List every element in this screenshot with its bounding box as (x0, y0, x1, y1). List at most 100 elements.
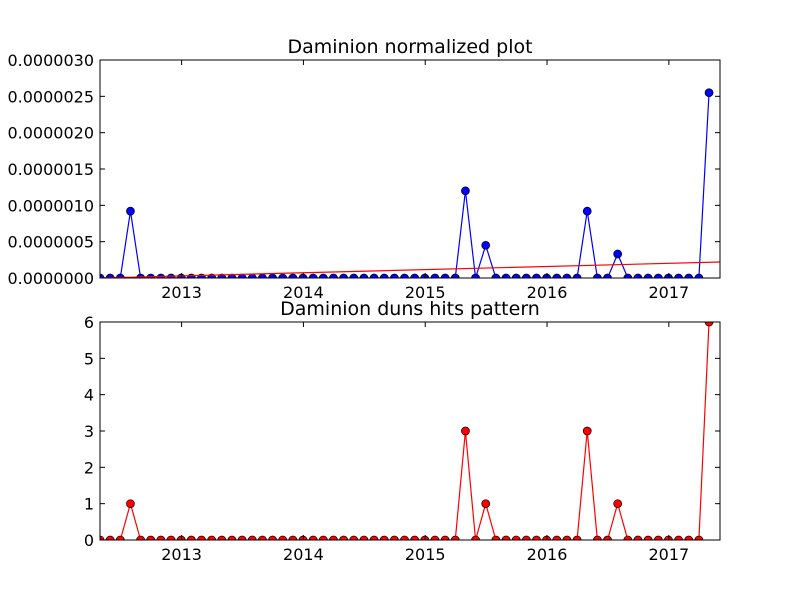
data-point (430, 273, 440, 278)
data-point (603, 535, 612, 540)
data-point (349, 273, 359, 278)
data-point (450, 273, 460, 278)
data-point (329, 535, 338, 540)
data-point (633, 535, 643, 540)
data-point (410, 273, 420, 278)
data-point (511, 535, 521, 540)
data-point (653, 535, 663, 540)
subplot-1: Daminion normalized plot 2013 2014 2015 2016… (7, 36, 721, 302)
data-point (481, 499, 491, 509)
data-point (390, 273, 399, 278)
data-point (237, 535, 247, 540)
y-tick-label: 0.0000030 (7, 51, 94, 70)
data-point (653, 273, 663, 278)
data-point (369, 273, 379, 278)
data-point (623, 273, 633, 278)
data-point (613, 249, 623, 259)
data-point (126, 206, 135, 216)
data-point (593, 535, 602, 540)
data-point (684, 273, 694, 278)
data-point (461, 426, 470, 436)
data-point (440, 535, 450, 540)
data-point (582, 426, 592, 436)
data-point (440, 273, 450, 278)
data-point (166, 535, 176, 540)
data-point (339, 535, 348, 540)
data-point (572, 273, 582, 278)
data-point (390, 535, 399, 540)
x-tick-label: 2014 (283, 283, 324, 302)
data-point (633, 273, 643, 278)
data-point (105, 273, 115, 278)
y-tick-label: 0 (84, 531, 94, 550)
data-point (268, 535, 277, 540)
data-point (197, 535, 206, 540)
data-point (704, 322, 714, 327)
subplot-2: Daminion duns hits pattern 2013 2014 2015 2 0… (84, 298, 721, 564)
data-point (521, 273, 531, 278)
data-point (694, 535, 704, 540)
data-point (552, 535, 562, 540)
data-point (100, 273, 105, 278)
data-point (643, 535, 653, 540)
data-point (329, 273, 338, 278)
data-point (461, 186, 470, 196)
data-point (471, 273, 480, 278)
data-point (400, 273, 409, 278)
data-point (146, 535, 156, 540)
data-point (359, 535, 369, 540)
data-point (278, 535, 288, 540)
data-point (100, 535, 105, 540)
data-point (501, 535, 511, 540)
data-point (115, 535, 125, 540)
x-tick-label: 2017 (648, 283, 689, 302)
y-tick-label: 0.0000015 (7, 160, 94, 179)
data-point (430, 535, 440, 540)
data-point (562, 273, 572, 278)
data-point (318, 535, 328, 540)
y-tick-label: 2 (84, 458, 94, 477)
y-tick-label: 6 (84, 313, 94, 332)
data-point (491, 535, 501, 540)
chart-title: Daminion duns hits pattern (280, 298, 540, 320)
data-point (258, 535, 267, 540)
y-tick-label: 0.0000020 (7, 124, 94, 143)
x-tick-label: 2014 (283, 545, 324, 564)
trend-line (100, 261, 720, 278)
x-tick-label: 2015 (405, 545, 446, 564)
data-point (501, 273, 511, 278)
data-point (136, 535, 145, 540)
data-point (156, 535, 166, 540)
data-point (552, 273, 562, 278)
data-point (207, 535, 217, 540)
data-point (704, 88, 714, 98)
data-point (379, 273, 389, 278)
data-point (532, 273, 541, 278)
data-point (359, 273, 369, 278)
y-tick-label: 5 (84, 349, 94, 368)
data-point (217, 535, 227, 540)
data-point (450, 535, 460, 540)
x-tick-label: 2016 (527, 283, 568, 302)
data-point (572, 535, 582, 540)
y-tick-label: 0.0000005 (7, 233, 94, 252)
data-point (532, 535, 541, 540)
data-point (491, 273, 501, 278)
data-point (593, 273, 602, 278)
data-point (349, 535, 359, 540)
data-point (603, 273, 612, 278)
data-point (410, 535, 420, 540)
data-point (339, 273, 348, 278)
x-tick-label: 2013 (161, 283, 202, 302)
data-point (684, 535, 694, 540)
data-point (674, 535, 683, 540)
data-point (511, 273, 521, 278)
data-point (694, 273, 704, 278)
data-point (187, 535, 196, 540)
data-point (126, 499, 135, 509)
x-tick-label: 2013 (161, 545, 202, 564)
data-point (471, 535, 480, 540)
